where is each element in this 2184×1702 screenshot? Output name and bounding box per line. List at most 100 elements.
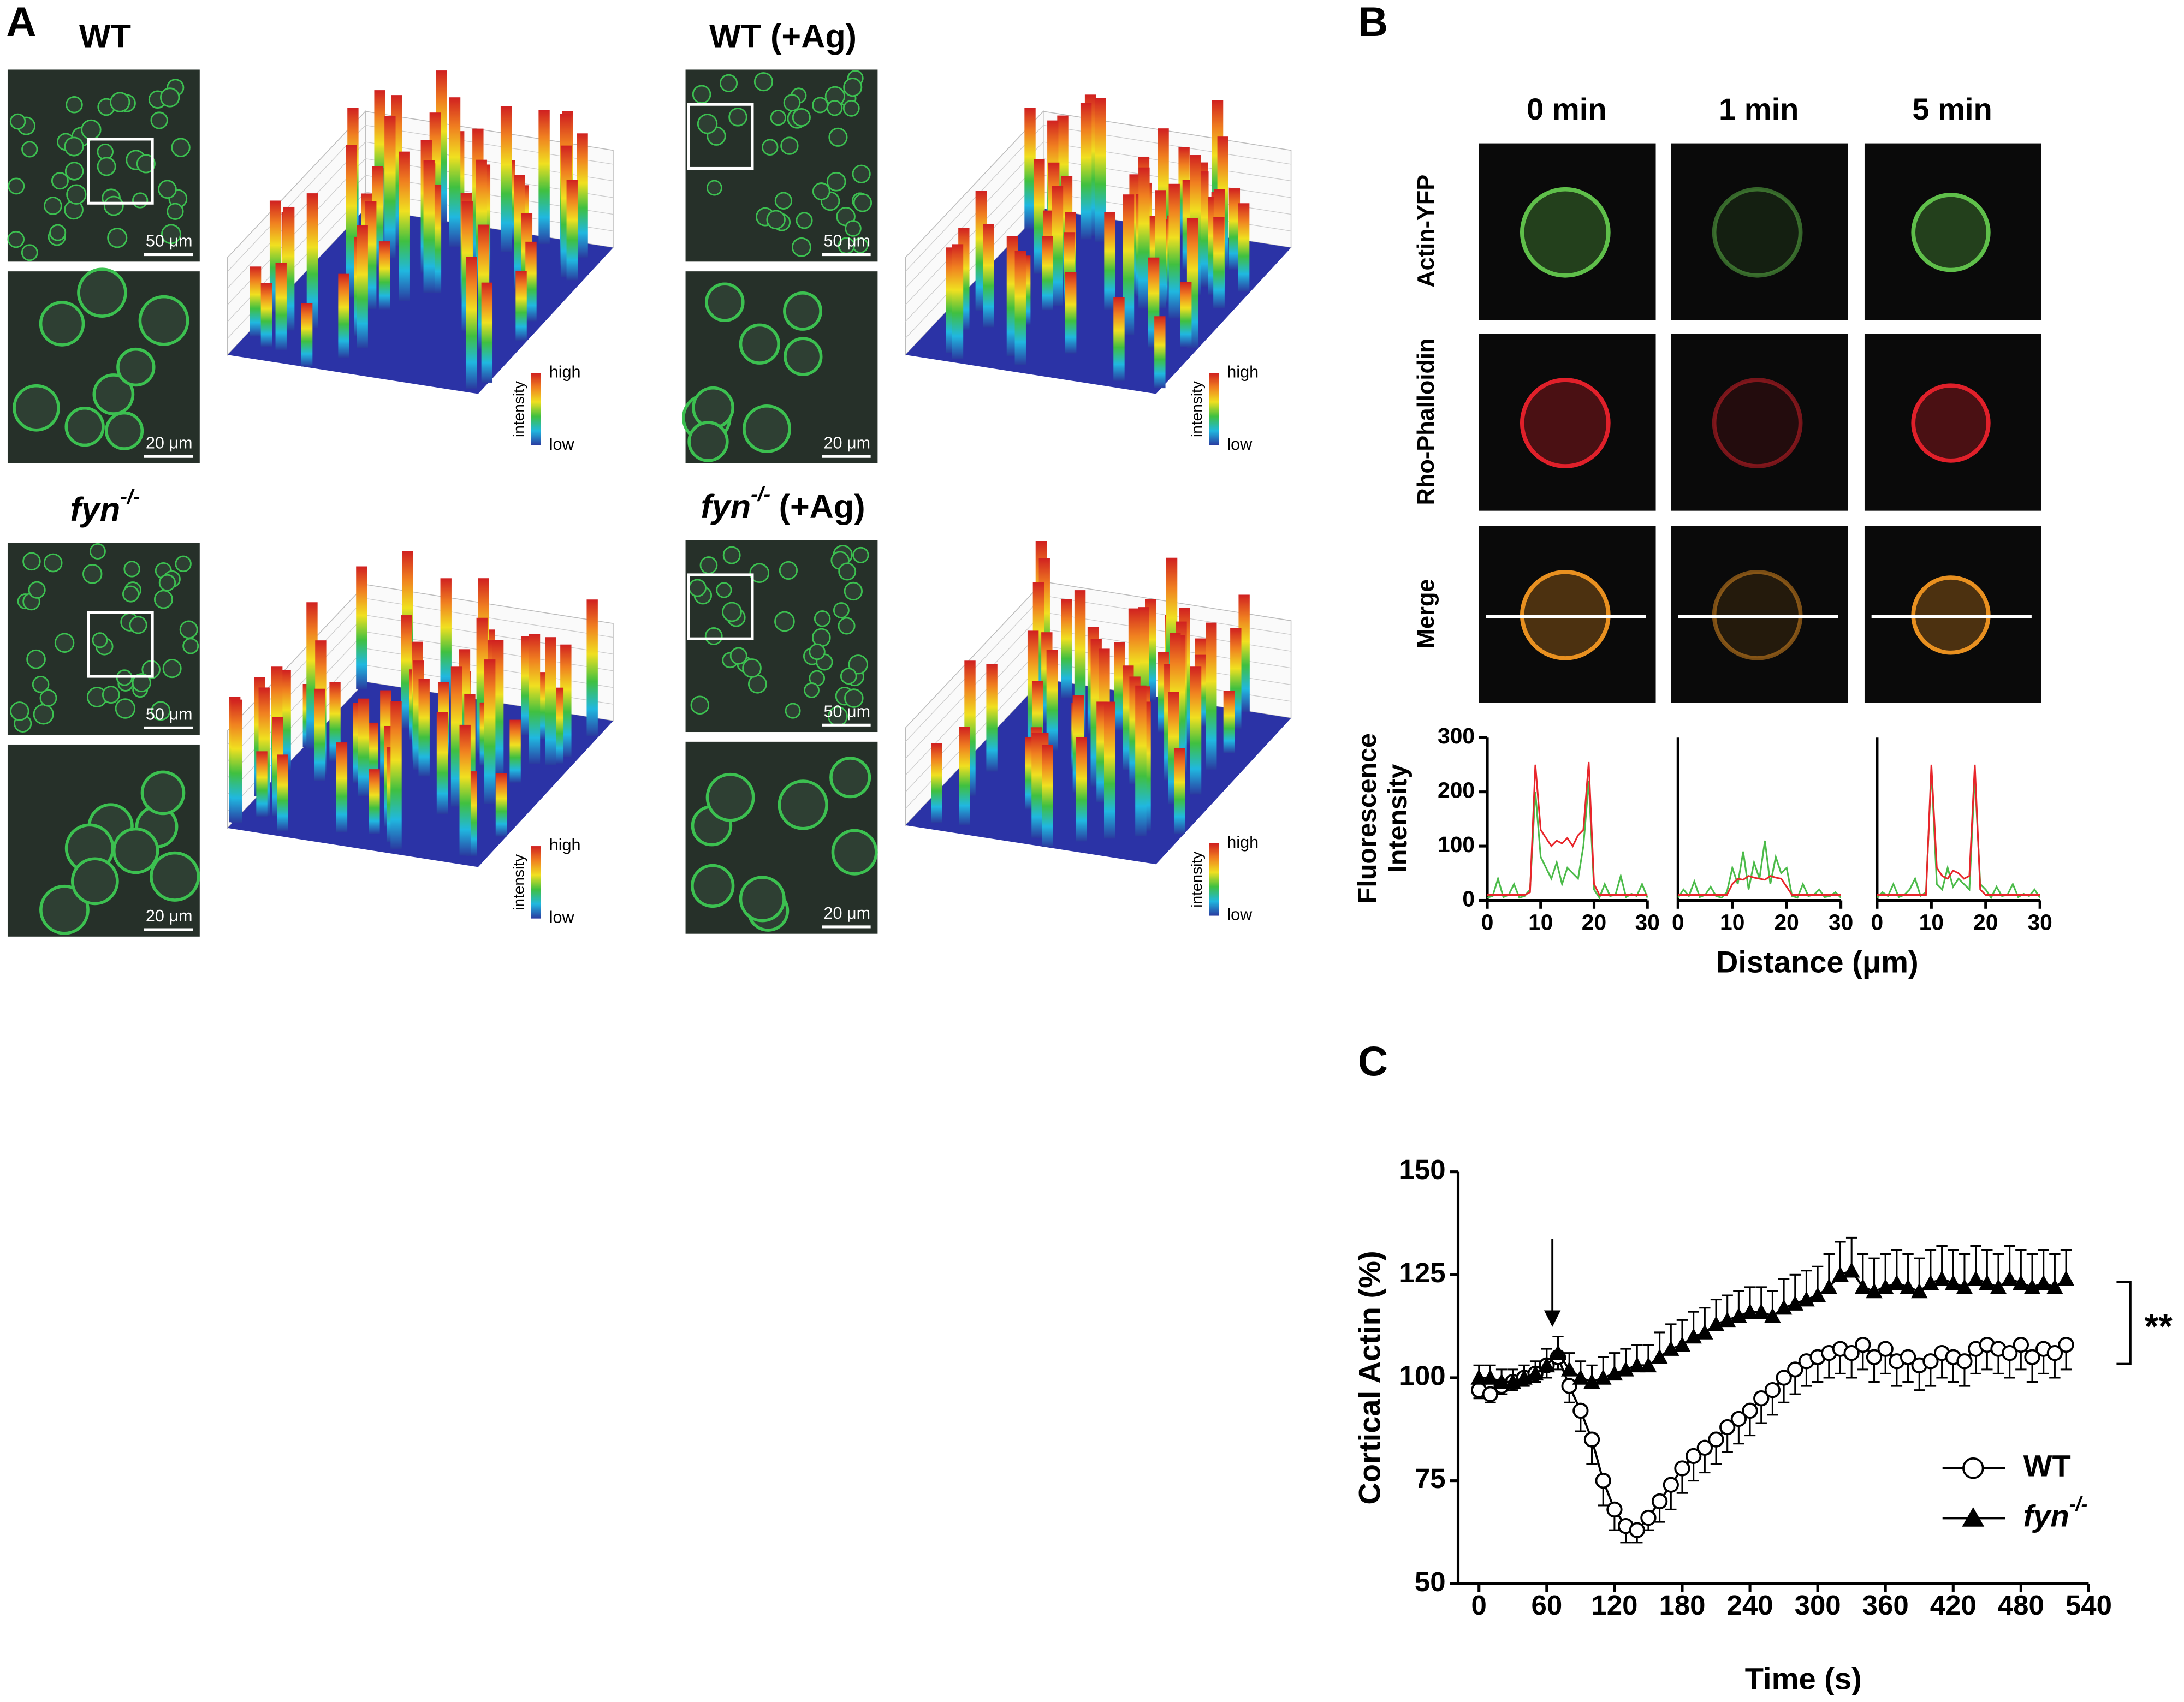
intensity-peak	[418, 679, 430, 777]
cell	[1911, 575, 1991, 655]
cell	[704, 627, 723, 645]
intensity-peak	[500, 106, 512, 252]
cell	[159, 87, 180, 108]
y-tick-label: 0	[1462, 886, 1475, 911]
cell	[182, 638, 199, 654]
series-line	[1479, 1269, 2067, 1383]
data-point	[1730, 1307, 1747, 1323]
cell	[97, 157, 116, 176]
micrograph: 20 μm	[7, 744, 200, 937]
x-tick-label: 120	[1591, 1590, 1637, 1621]
y-tick-label: 100	[1438, 832, 1475, 857]
series-line	[1876, 770, 2041, 900]
cell	[89, 543, 106, 560]
x-tick-label: 20	[1774, 910, 1799, 935]
x-tick-label: 240	[1727, 1590, 1773, 1621]
intensity-peak	[509, 719, 521, 783]
data-point	[1900, 1278, 1916, 1294]
intensity-peak	[1042, 236, 1053, 311]
cell	[103, 195, 124, 216]
intensity-peak	[1154, 316, 1166, 389]
cell	[844, 581, 863, 601]
data-point	[1708, 1431, 1724, 1448]
cell	[28, 581, 46, 599]
cell	[21, 141, 38, 158]
intensity-peak	[1095, 98, 1106, 242]
data-point	[1516, 1369, 1533, 1385]
cell	[792, 108, 811, 127]
cell	[116, 347, 156, 387]
data-point	[1617, 1361, 1634, 1377]
legend-name: fyn	[2023, 1498, 2069, 1533]
cell	[753, 72, 774, 92]
data-point	[1843, 1262, 1860, 1278]
micrograph: 50 μm	[685, 540, 878, 733]
intensity-peak	[1075, 737, 1087, 842]
cell	[852, 546, 869, 563]
data-point	[2001, 1270, 2018, 1286]
cell	[705, 282, 745, 322]
data-point	[1550, 1344, 1566, 1360]
data-point	[2013, 1275, 2029, 1290]
cell	[158, 574, 176, 592]
cell	[774, 192, 793, 210]
cell	[1520, 570, 1611, 660]
data-point	[1832, 1266, 1849, 1282]
y-tick-label: 150	[1399, 1154, 1446, 1185]
data-point	[1764, 1382, 1781, 1399]
data-point	[1900, 1349, 1916, 1365]
y-tick-label: 300	[1438, 723, 1475, 748]
scale-bar-label: 50 μm	[823, 232, 870, 251]
y-tick-label: 75	[1415, 1463, 1446, 1494]
cell	[7, 230, 25, 248]
title-main: fyn	[70, 491, 120, 528]
cell	[167, 203, 184, 220]
data-point	[1527, 1365, 1544, 1381]
cell-image	[1864, 526, 2041, 703]
intensity-peak	[1113, 297, 1125, 381]
cell	[804, 682, 820, 698]
colorbar-high: high	[549, 836, 581, 854]
intensity-peak	[336, 742, 348, 833]
cell	[809, 643, 826, 660]
intensity-peak	[484, 659, 496, 805]
cell	[66, 96, 83, 114]
intensity-peak	[1180, 282, 1192, 347]
intensity-peak	[356, 566, 367, 689]
cell	[706, 180, 722, 196]
cell	[852, 164, 871, 183]
data-point	[1776, 1370, 1792, 1386]
cell-image	[1479, 143, 1656, 320]
data-point	[1696, 1439, 1713, 1456]
data-point	[1470, 1369, 1488, 1385]
cell	[848, 654, 868, 675]
cell-image	[1864, 143, 2041, 320]
cell	[739, 876, 786, 923]
scale-bar-label: 50 μm	[146, 705, 193, 724]
condition-title: fyn-/-	[70, 485, 140, 528]
condition-title: fyn-/- (+Ag)	[701, 483, 865, 526]
data-point	[1673, 1336, 1691, 1352]
intensity-peak	[390, 701, 402, 849]
scale-bar-label: 20 μm	[823, 904, 870, 923]
data-point	[2058, 1336, 2074, 1353]
intensity-peak	[1103, 701, 1115, 839]
zoom-box	[87, 611, 154, 678]
colorbar-label: intensity	[511, 381, 527, 437]
legend-sup: -/-	[2069, 1493, 2088, 1515]
x-tick-label: 20	[1582, 910, 1606, 935]
cell	[687, 421, 729, 462]
cell	[64, 162, 84, 181]
intensity-peak	[1114, 642, 1125, 731]
intensity-peak	[465, 257, 477, 389]
x-tick-label: 10	[1919, 910, 1944, 935]
cell	[54, 633, 75, 653]
intensity-peak	[931, 743, 942, 823]
cell	[829, 757, 871, 799]
zoom-box	[87, 138, 154, 205]
colorbar-label: intensity	[1188, 852, 1205, 908]
colorbar-high: high	[1227, 833, 1259, 852]
colorbar-low: low	[1227, 435, 1253, 454]
y-tick-label: 50	[1415, 1566, 1446, 1597]
data-point	[1742, 1402, 1758, 1419]
